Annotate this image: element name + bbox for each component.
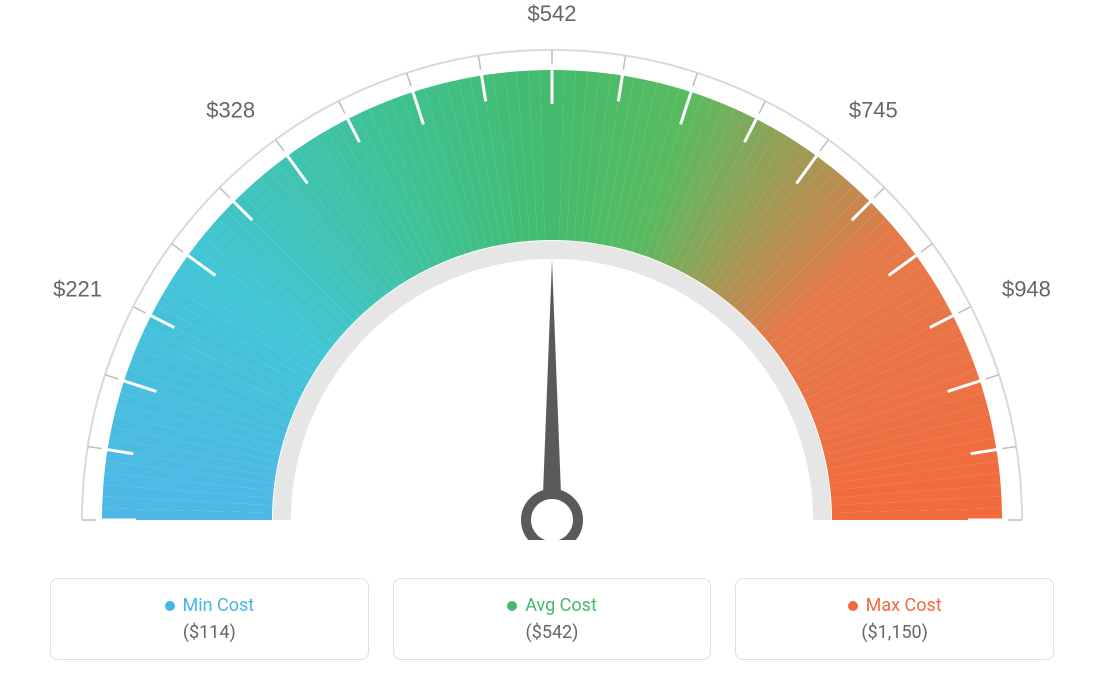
gauge-label: $948: [1002, 277, 1051, 302]
scale-tick: [986, 375, 999, 379]
legend-title-min: Min Cost: [165, 595, 255, 616]
scale-tick: [820, 140, 828, 151]
scale-tick: [172, 244, 183, 252]
scale-tick: [478, 56, 480, 70]
legend-row: Min Cost ($114) Avg Cost ($542) Max Cost…: [50, 578, 1054, 660]
gauge-label: $745: [849, 97, 898, 122]
legend-card-max: Max Cost ($1,150): [735, 578, 1054, 660]
scale-tick: [1002, 446, 1016, 448]
legend-value-min: ($114): [63, 622, 356, 643]
legend-card-avg: Avg Cost ($542): [393, 578, 712, 660]
scale-tick: [693, 73, 697, 86]
scale-tick: [133, 307, 145, 313]
gauge-label: $328: [206, 97, 255, 122]
scale-tick: [276, 140, 284, 151]
scale-tick: [105, 375, 118, 379]
gauge-label: $221: [53, 277, 102, 302]
legend-dot-min: [165, 601, 175, 611]
scale-tick: [339, 101, 345, 113]
legend-dot-avg: [507, 601, 517, 611]
scale-tick: [407, 73, 411, 86]
needle-hub: [526, 494, 578, 540]
legend-card-min: Min Cost ($114): [50, 578, 369, 660]
legend-label-min: Min Cost: [183, 595, 255, 616]
gauge-label: $542: [528, 1, 577, 26]
scale-tick: [874, 188, 884, 198]
legend-title-avg: Avg Cost: [507, 595, 597, 616]
scale-tick: [759, 101, 765, 113]
scale-tick: [88, 446, 102, 448]
needle: [542, 260, 562, 520]
legend-label-max: Max Cost: [866, 595, 942, 616]
legend-value-max: ($1,150): [748, 622, 1041, 643]
scale-tick: [220, 188, 230, 198]
scale-tick: [623, 56, 625, 70]
scale-tick: [958, 307, 970, 313]
gauge-svg: $114$221$328$542$745$948$1,150: [52, 0, 1052, 540]
legend-dot-max: [848, 601, 858, 611]
legend-value-avg: ($542): [406, 622, 699, 643]
scale-tick: [921, 244, 932, 252]
legend-title-max: Max Cost: [848, 595, 942, 616]
gauge-chart: $114$221$328$542$745$948$1,150: [0, 0, 1104, 560]
legend-label-avg: Avg Cost: [525, 595, 597, 616]
